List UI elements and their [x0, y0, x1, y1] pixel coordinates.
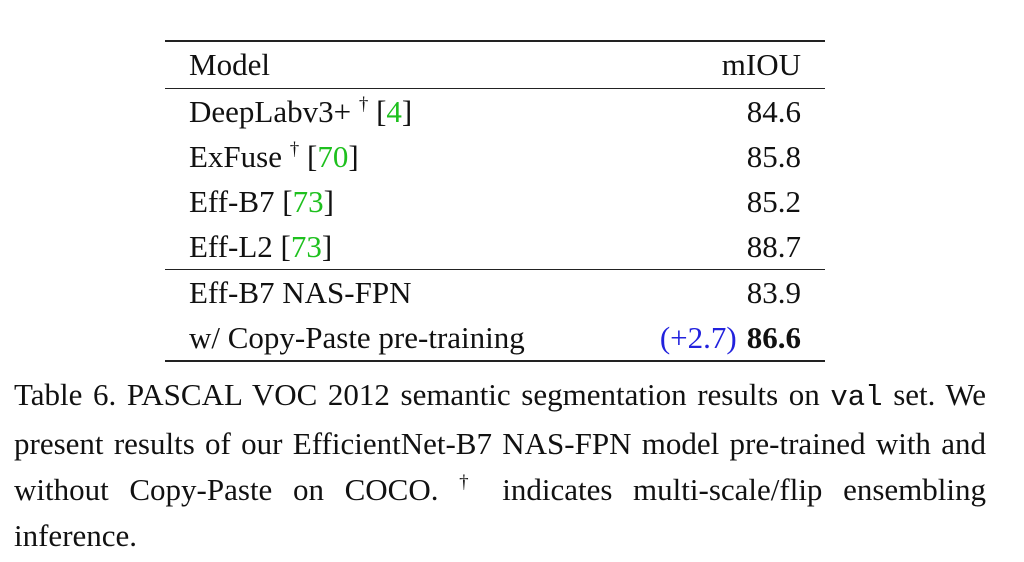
miou-value: 84.6	[746, 93, 801, 129]
bracket: ]	[348, 138, 359, 174]
bracket: ]	[321, 228, 333, 264]
miou-cell: 84.6	[747, 94, 801, 130]
model-name: Eff-B7 NAS-FPN	[189, 274, 412, 310]
table-row: DeepLabv3+ † [4] 84.6	[165, 89, 825, 134]
bracket: [	[274, 183, 293, 219]
results-table: Model mIOU DeepLabv3+ † [4] 84.6 ExFuse † …	[165, 40, 825, 362]
table-row: Eff-L2 [73] 88.7	[165, 224, 825, 269]
model-name: Eff-B7	[189, 183, 275, 219]
mid-rule	[165, 269, 825, 270]
citation: 70	[317, 138, 349, 174]
miou-value: 88.7	[746, 228, 801, 264]
caption-text: Table 6. PASCAL VOC 2012 semantic segmen…	[14, 377, 831, 412]
table-row: Eff-B7 NAS-FPN 83.9	[165, 270, 825, 315]
table-row: Eff-B7 [73] 85.2	[165, 179, 825, 224]
model-cell: DeepLabv3+ † [4]	[189, 94, 412, 130]
bracket: [	[299, 138, 318, 174]
bottom-rule	[165, 360, 825, 362]
bracket: [	[272, 228, 291, 264]
bracket: ]	[323, 183, 334, 219]
caption-text: indicates multi-scale/flip ensembling in…	[14, 472, 987, 553]
model-cell: Eff-B7 [73]	[189, 184, 334, 220]
miou-value: 85.2	[746, 183, 801, 219]
row-group: DeepLabv3+ † [4] 84.6 ExFuse † [70] 85.8 Eff…	[165, 89, 825, 269]
table-row: ExFuse † [70] 85.8	[165, 134, 825, 179]
header-miou: mIOU	[721, 47, 801, 82]
miou-cell: 85.2	[747, 184, 801, 220]
model-cell: Eff-L2 [73]	[189, 229, 332, 265]
caption-code: val	[830, 381, 883, 414]
row-group: Eff-B7 NAS-FPN 83.9 w/ Copy-Paste pre-trai…	[165, 270, 825, 360]
miou-value: 83.9	[746, 274, 801, 310]
bracket: ]	[401, 93, 413, 129]
model-name: ExFuse	[189, 138, 290, 174]
header-model: Model	[189, 47, 270, 82]
miou-cell: (+2.7) 86.6	[660, 320, 801, 356]
dagger: †	[358, 93, 369, 115]
model-cell: Eff-B7 NAS-FPN	[189, 275, 411, 311]
model-name: w/ Copy-Paste pre-training	[189, 319, 525, 355]
caption: Table 6. PASCAL VOC 2012 semantic segmen…	[14, 372, 986, 559]
citation: 4	[386, 93, 402, 129]
top-rule	[165, 40, 825, 42]
caption-dagger: †	[459, 472, 482, 493]
header-rule	[165, 88, 825, 89]
caption-text: set. We present results of our Efficient…	[14, 377, 986, 507]
miou-cell: 85.8	[747, 139, 801, 175]
bracket: [	[368, 93, 387, 129]
miou-value: 85.8	[746, 138, 801, 174]
citation: 73	[290, 228, 322, 264]
miou-cell: 83.9	[747, 275, 801, 311]
table-row: w/ Copy-Paste pre-training (+2.7) 86.6	[165, 315, 825, 360]
model-cell: w/ Copy-Paste pre-training	[189, 320, 525, 356]
gain: (+2.7)	[659, 319, 737, 355]
header-row: Model mIOU	[165, 42, 825, 88]
citation: 73	[292, 183, 324, 219]
miou-value: 86.6	[746, 319, 801, 355]
model-name: DeepLabv3+	[189, 93, 359, 129]
model-cell: ExFuse † [70]	[189, 139, 359, 175]
model-name: Eff-L2	[189, 228, 273, 264]
miou-cell: 88.7	[747, 229, 801, 265]
dagger: †	[289, 138, 300, 160]
